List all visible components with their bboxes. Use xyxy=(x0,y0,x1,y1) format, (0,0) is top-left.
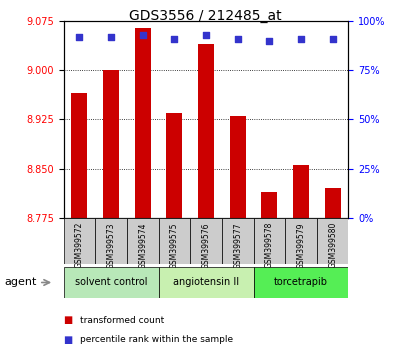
Point xyxy=(76,34,83,40)
Bar xyxy=(221,218,253,264)
Bar xyxy=(63,218,95,264)
Point xyxy=(139,32,146,38)
Bar xyxy=(316,218,348,264)
Text: ■: ■ xyxy=(63,335,73,345)
Bar xyxy=(285,218,316,264)
Point xyxy=(108,34,114,40)
Bar xyxy=(103,70,119,218)
Text: GSM399579: GSM399579 xyxy=(296,222,305,269)
Bar xyxy=(158,218,190,264)
Bar xyxy=(253,218,285,264)
Bar xyxy=(63,267,158,298)
Text: angiotensin II: angiotensin II xyxy=(173,278,238,287)
Text: percentile rank within the sample: percentile rank within the sample xyxy=(80,335,232,344)
Bar xyxy=(324,188,340,218)
Text: GSM399574: GSM399574 xyxy=(138,222,147,269)
Point xyxy=(171,36,177,42)
Bar xyxy=(135,28,150,218)
Text: torcetrapib: torcetrapib xyxy=(273,278,327,287)
Text: GSM399575: GSM399575 xyxy=(169,222,178,269)
Bar xyxy=(166,113,182,218)
Text: GSM399578: GSM399578 xyxy=(264,222,273,268)
Bar xyxy=(229,116,245,218)
Text: GSM399580: GSM399580 xyxy=(327,222,336,268)
Bar xyxy=(158,267,253,298)
Text: agent: agent xyxy=(4,278,36,287)
Text: GDS3556 / 212485_at: GDS3556 / 212485_at xyxy=(128,9,281,23)
Bar xyxy=(95,218,126,264)
Bar xyxy=(126,218,158,264)
Text: GSM399577: GSM399577 xyxy=(233,222,242,269)
Point xyxy=(202,32,209,38)
Bar xyxy=(190,218,221,264)
Text: GSM399573: GSM399573 xyxy=(106,222,115,269)
Bar xyxy=(198,44,213,218)
Text: GSM399576: GSM399576 xyxy=(201,222,210,269)
Bar xyxy=(71,93,87,218)
Bar xyxy=(253,267,348,298)
Text: GSM399572: GSM399572 xyxy=(75,222,84,268)
Point xyxy=(328,36,335,42)
Text: transformed count: transformed count xyxy=(80,316,164,325)
Text: solvent control: solvent control xyxy=(74,278,147,287)
Point xyxy=(297,36,303,42)
Point xyxy=(234,36,240,42)
Bar xyxy=(292,165,308,218)
Point xyxy=(265,38,272,44)
Bar xyxy=(261,192,276,218)
Text: ■: ■ xyxy=(63,315,73,325)
